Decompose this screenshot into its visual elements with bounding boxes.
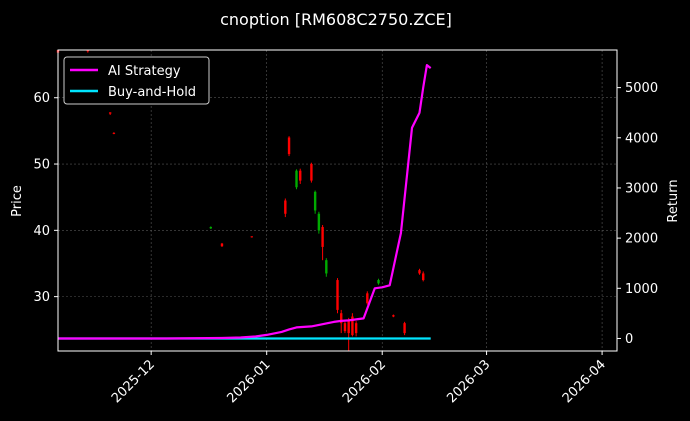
- candle-body: [366, 293, 369, 304]
- candle-body: [336, 280, 339, 310]
- candle-body: [422, 273, 425, 281]
- candle-body: [86, 50, 90, 52]
- candle-body: [317, 213, 321, 231]
- legend-label-ai-strategy: AI Strategy: [108, 64, 181, 79]
- x-tick-label: 2026-04: [560, 357, 609, 406]
- candle-body: [299, 170, 302, 181]
- candle-body: [351, 316, 354, 336]
- x-tick-label: 2026-03: [444, 357, 493, 406]
- y-right-tick-label: 5000: [625, 81, 658, 96]
- candle-body: [284, 200, 287, 214]
- x-tick-label: 2025-12: [109, 357, 158, 406]
- y-right-tick-label: 0: [625, 332, 633, 347]
- y-left-tick-label: 40: [33, 224, 50, 239]
- candle-body: [310, 164, 313, 181]
- candle-body: [321, 227, 324, 247]
- candle-body: [287, 137, 291, 155]
- candle-body: [313, 191, 317, 211]
- legend-box: [63, 56, 210, 105]
- candle-body: [403, 323, 406, 334]
- legend-label-buy-and-hold: Buy-and-Hold: [108, 85, 196, 100]
- candle-body: [347, 319, 350, 334]
- x-axis-ticks: 2025-12 2026-01 2026-02 2026-03 2026-04: [109, 351, 609, 406]
- x-tick-label: 2026-02: [340, 357, 389, 406]
- candle-body: [392, 315, 395, 317]
- candle-body: [209, 227, 212, 229]
- series-line-ai-strategy: [58, 63, 432, 340]
- x-tick-label: 2026-01: [224, 357, 273, 406]
- y-axis-left-ticks: 30 40 50 60: [33, 91, 58, 305]
- y-left-tick-label: 60: [33, 91, 50, 106]
- candle-body: [112, 132, 116, 134]
- y-axis-right-label: Return: [666, 179, 681, 222]
- y-right-tick-label: 1000: [625, 282, 658, 297]
- candle-body: [295, 170, 298, 188]
- candle-body: [343, 323, 347, 332]
- y-axis-right-ticks: 0 1000 2000 3000 4000 5000: [617, 81, 658, 347]
- y-left-tick-label: 30: [33, 290, 50, 305]
- candle-body: [377, 280, 380, 284]
- series-lines: [58, 63, 432, 340]
- candle-body: [250, 236, 253, 238]
- candle-body: [108, 112, 112, 114]
- y-axis-left-label: Price: [10, 185, 25, 217]
- y-right-tick-label: 2000: [625, 232, 658, 247]
- candle-body: [354, 323, 358, 334]
- candle-body: [325, 260, 328, 274]
- y-right-tick-label: 4000: [625, 131, 658, 146]
- y-left-tick-label: 50: [33, 158, 50, 173]
- chart-title: cnoption [RM608C2750.ZCE]: [220, 10, 452, 29]
- candle-body: [220, 243, 224, 247]
- plot-frame: [57, 49, 618, 352]
- legend: AI Strategy Buy-and-Hold: [63, 56, 210, 105]
- candle-body: [340, 313, 343, 324]
- candle-body: [418, 270, 421, 274]
- y-right-tick-label: 3000: [625, 181, 658, 196]
